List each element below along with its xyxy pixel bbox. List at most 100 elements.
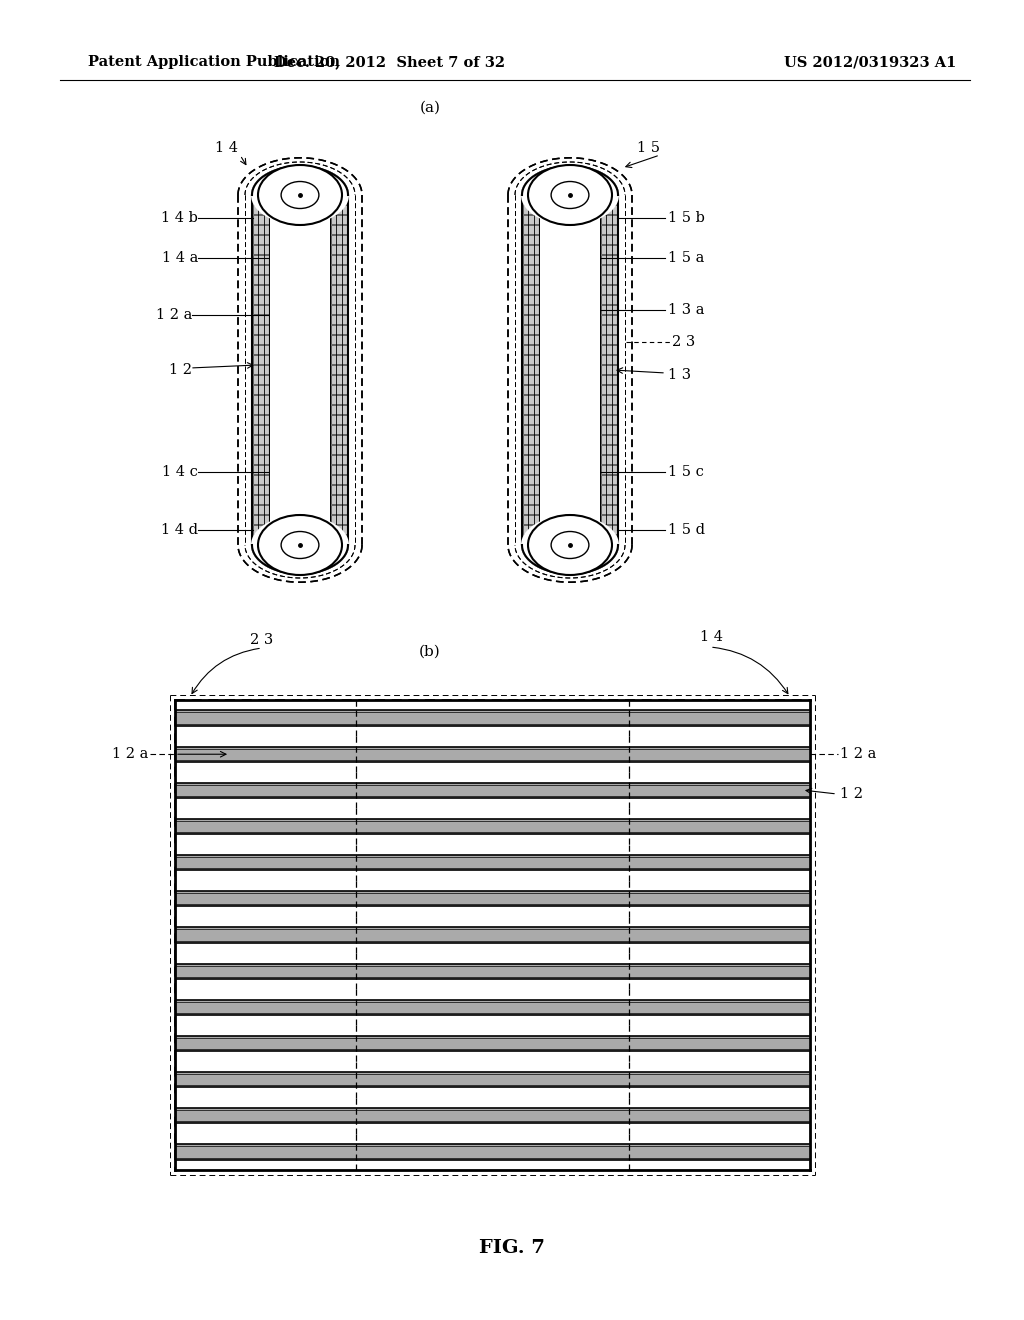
- Ellipse shape: [251, 165, 349, 224]
- Polygon shape: [253, 515, 269, 524]
- Polygon shape: [601, 414, 617, 424]
- Polygon shape: [331, 275, 347, 284]
- Polygon shape: [601, 455, 617, 463]
- Text: 1 5: 1 5: [637, 141, 660, 154]
- Polygon shape: [331, 515, 347, 524]
- Polygon shape: [253, 385, 269, 393]
- Polygon shape: [176, 928, 809, 942]
- Polygon shape: [523, 436, 539, 444]
- Polygon shape: [253, 315, 269, 323]
- Polygon shape: [523, 455, 539, 463]
- Polygon shape: [601, 355, 617, 363]
- Text: (b): (b): [419, 645, 441, 659]
- Text: Patent Application Publication: Patent Application Publication: [88, 55, 340, 69]
- Polygon shape: [331, 495, 347, 503]
- Polygon shape: [331, 414, 347, 424]
- Text: 1 2 a: 1 2 a: [156, 308, 193, 322]
- Text: 1 3 a: 1 3 a: [668, 304, 705, 317]
- Polygon shape: [523, 325, 539, 334]
- Polygon shape: [601, 246, 617, 253]
- Polygon shape: [270, 195, 330, 545]
- Polygon shape: [253, 445, 269, 454]
- Polygon shape: [523, 414, 539, 424]
- Polygon shape: [601, 275, 617, 284]
- Polygon shape: [601, 445, 617, 454]
- Polygon shape: [523, 335, 539, 343]
- Polygon shape: [253, 345, 269, 354]
- Polygon shape: [331, 405, 347, 413]
- Polygon shape: [331, 355, 347, 363]
- Polygon shape: [331, 255, 347, 264]
- Polygon shape: [253, 224, 269, 234]
- Polygon shape: [253, 425, 269, 433]
- Polygon shape: [523, 465, 539, 474]
- Polygon shape: [523, 385, 539, 393]
- Polygon shape: [523, 355, 539, 363]
- Polygon shape: [601, 495, 617, 503]
- Polygon shape: [331, 195, 347, 203]
- Polygon shape: [253, 506, 269, 513]
- Polygon shape: [331, 246, 347, 253]
- Polygon shape: [331, 506, 347, 513]
- Ellipse shape: [551, 181, 589, 209]
- Polygon shape: [253, 205, 269, 214]
- Text: 1 4: 1 4: [215, 141, 238, 154]
- Ellipse shape: [258, 165, 342, 224]
- Polygon shape: [331, 455, 347, 463]
- Polygon shape: [523, 445, 539, 454]
- Polygon shape: [523, 246, 539, 253]
- Text: FIG. 7: FIG. 7: [479, 1239, 545, 1257]
- Polygon shape: [253, 275, 269, 284]
- Polygon shape: [601, 515, 617, 524]
- Polygon shape: [331, 215, 347, 223]
- Text: 1 4 c: 1 4 c: [162, 465, 198, 479]
- Text: 1 4 a: 1 4 a: [162, 251, 198, 265]
- Polygon shape: [523, 285, 539, 293]
- Polygon shape: [601, 335, 617, 343]
- Polygon shape: [601, 506, 617, 513]
- Polygon shape: [601, 475, 617, 483]
- Text: 1 2 a: 1 2 a: [840, 747, 877, 762]
- Polygon shape: [523, 275, 539, 284]
- Polygon shape: [331, 224, 347, 234]
- Text: 1 3: 1 3: [668, 368, 691, 381]
- Polygon shape: [253, 335, 269, 343]
- Polygon shape: [253, 525, 269, 533]
- Polygon shape: [601, 385, 617, 393]
- Polygon shape: [523, 535, 539, 544]
- Polygon shape: [331, 325, 347, 334]
- Polygon shape: [601, 375, 617, 384]
- Polygon shape: [523, 215, 539, 223]
- Polygon shape: [601, 395, 617, 404]
- Polygon shape: [331, 315, 347, 323]
- Polygon shape: [601, 405, 617, 413]
- Polygon shape: [253, 195, 269, 203]
- Polygon shape: [331, 265, 347, 273]
- Text: 1 5 d: 1 5 d: [668, 523, 705, 537]
- Polygon shape: [601, 345, 617, 354]
- Polygon shape: [253, 285, 269, 293]
- Polygon shape: [253, 294, 269, 304]
- Ellipse shape: [282, 532, 318, 558]
- Polygon shape: [523, 345, 539, 354]
- Polygon shape: [523, 195, 539, 203]
- Polygon shape: [331, 375, 347, 384]
- Text: Dec. 20, 2012  Sheet 7 of 32: Dec. 20, 2012 Sheet 7 of 32: [274, 55, 506, 69]
- Polygon shape: [601, 465, 617, 474]
- Text: 2 3: 2 3: [672, 335, 695, 348]
- Polygon shape: [331, 525, 347, 533]
- Polygon shape: [331, 294, 347, 304]
- Polygon shape: [601, 436, 617, 444]
- Ellipse shape: [528, 515, 612, 576]
- Text: 1 4: 1 4: [700, 630, 723, 644]
- Polygon shape: [253, 305, 269, 314]
- Polygon shape: [176, 1036, 809, 1051]
- Polygon shape: [331, 366, 347, 374]
- Polygon shape: [523, 205, 539, 214]
- Polygon shape: [523, 305, 539, 314]
- Polygon shape: [523, 315, 539, 323]
- Polygon shape: [523, 515, 539, 524]
- Polygon shape: [331, 436, 347, 444]
- Polygon shape: [253, 465, 269, 474]
- Polygon shape: [523, 255, 539, 264]
